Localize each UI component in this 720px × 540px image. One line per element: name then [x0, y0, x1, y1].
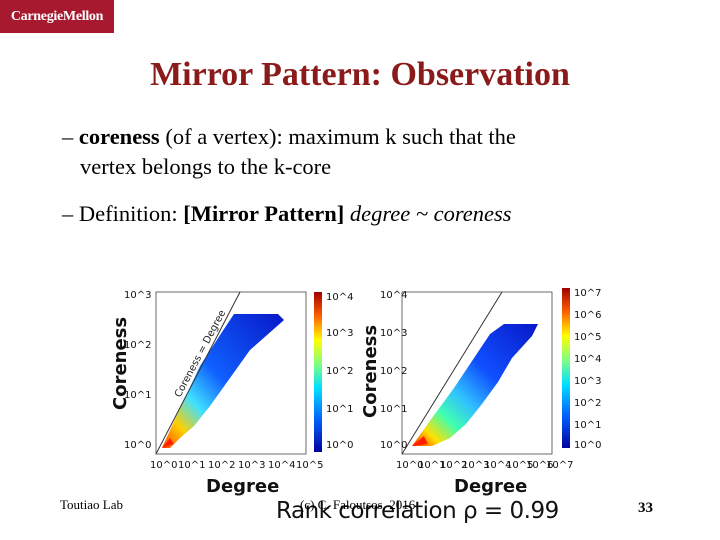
right-xtick: 10^7: [546, 460, 573, 471]
right-xtick: 10^3: [462, 460, 489, 471]
left-xtick: 10^1: [178, 460, 205, 471]
left-xtick: 10^5: [296, 460, 323, 471]
page-number: 33: [638, 500, 653, 516]
right-cbar-tick: 10^4: [574, 354, 601, 365]
bullet-definition: – Definition: [Mirror Pattern] degree ~ …: [62, 199, 702, 229]
left-cbar-tick: 10^1: [326, 404, 353, 415]
mirror-pattern-formula: degree ~ coreness: [349, 201, 512, 226]
right-colorbar: [562, 288, 570, 448]
right-cbar-tick: 10^0: [574, 440, 601, 451]
right-ytick: 10^3: [380, 328, 407, 339]
right-xtick: 10^0: [396, 460, 423, 471]
footer-left: Toutiao Lab: [60, 497, 123, 512]
slide-title: Mirror Pattern: Observation: [150, 56, 570, 93]
coreness-definition: (of a vertex): maximum k such that the: [165, 124, 516, 149]
left-xtick: 10^0: [150, 460, 177, 471]
right-xtick: 10^4: [484, 460, 511, 471]
right-ytick: 10^4: [380, 290, 407, 301]
left-ytick: 10^2: [124, 340, 151, 351]
right-xtick: 10^2: [440, 460, 467, 471]
right-scatter-plot: 10^4 10^3 10^2 10^1 10^0 Coreness 10^0 1…: [362, 288, 601, 497]
right-cbar-tick: 10^7: [574, 288, 601, 299]
left-xtick: 10^2: [208, 460, 235, 471]
bullet-dash: –: [62, 124, 74, 149]
left-cbar-tick: 10^2: [326, 366, 353, 377]
left-xtick: 10^4: [268, 460, 295, 471]
right-xtick: 10^5: [506, 460, 533, 471]
left-data-low: [162, 438, 174, 448]
left-xlabel: Degree: [206, 476, 279, 497]
right-data-cloud: [412, 324, 538, 446]
rank-correlation: Rank correlation ρ = 0.99: [276, 498, 559, 524]
bullet-coreness: – coreness (of a vertex): maximum k such…: [62, 122, 702, 182]
coreness-definition-cont: vertex belongs to the k-core: [80, 154, 332, 179]
definition-lead: Definition:: [78, 201, 178, 226]
right-xtick: 10^6: [526, 460, 553, 471]
mirror-pattern-name: [Mirror Pattern]: [183, 201, 345, 226]
right-cbar-tick: 10^3: [574, 376, 601, 387]
right-ytick: 10^2: [380, 366, 407, 377]
right-ytick: 10^0: [380, 440, 407, 451]
left-cbar-tick: 10^0: [326, 440, 353, 451]
coreness-term: coreness: [78, 124, 160, 149]
left-cbar-tick: 10^3: [326, 328, 353, 339]
right-cbar-tick: 10^5: [574, 332, 601, 343]
left-data-cloud: [162, 314, 284, 448]
right-data-low: [412, 436, 428, 446]
left-ylabel: Coreness: [110, 317, 131, 410]
left-diagonal-line: [155, 291, 241, 455]
right-xtick: 10^1: [418, 460, 445, 471]
right-cbar-tick: 10^1: [574, 420, 601, 431]
left-cbar-tick: 10^4: [326, 292, 353, 303]
footer-copyright: (c) C. Faloutsos, 2016: [300, 497, 416, 512]
right-diagonal-line: [401, 291, 503, 455]
bullet-dash: –: [62, 201, 74, 226]
left-ytick: 10^1: [124, 390, 151, 401]
right-xlabel: Degree: [454, 476, 527, 497]
right-cbar-tick: 10^2: [574, 398, 601, 409]
right-ytick: 10^1: [380, 404, 407, 415]
left-xtick: 10^3: [238, 460, 265, 471]
left-ytick: 10^0: [124, 440, 151, 451]
left-colorbar: [314, 292, 322, 452]
left-scatter-plot: Coreness = Degree 10^3 10^2 10^1 10^0 Co…: [110, 290, 353, 497]
cmu-logo: CarnegieMellon: [0, 0, 114, 33]
right-ylabel: Coreness: [362, 325, 381, 418]
left-ytick: 10^3: [124, 290, 151, 301]
right-cbar-tick: 10^6: [574, 310, 601, 321]
